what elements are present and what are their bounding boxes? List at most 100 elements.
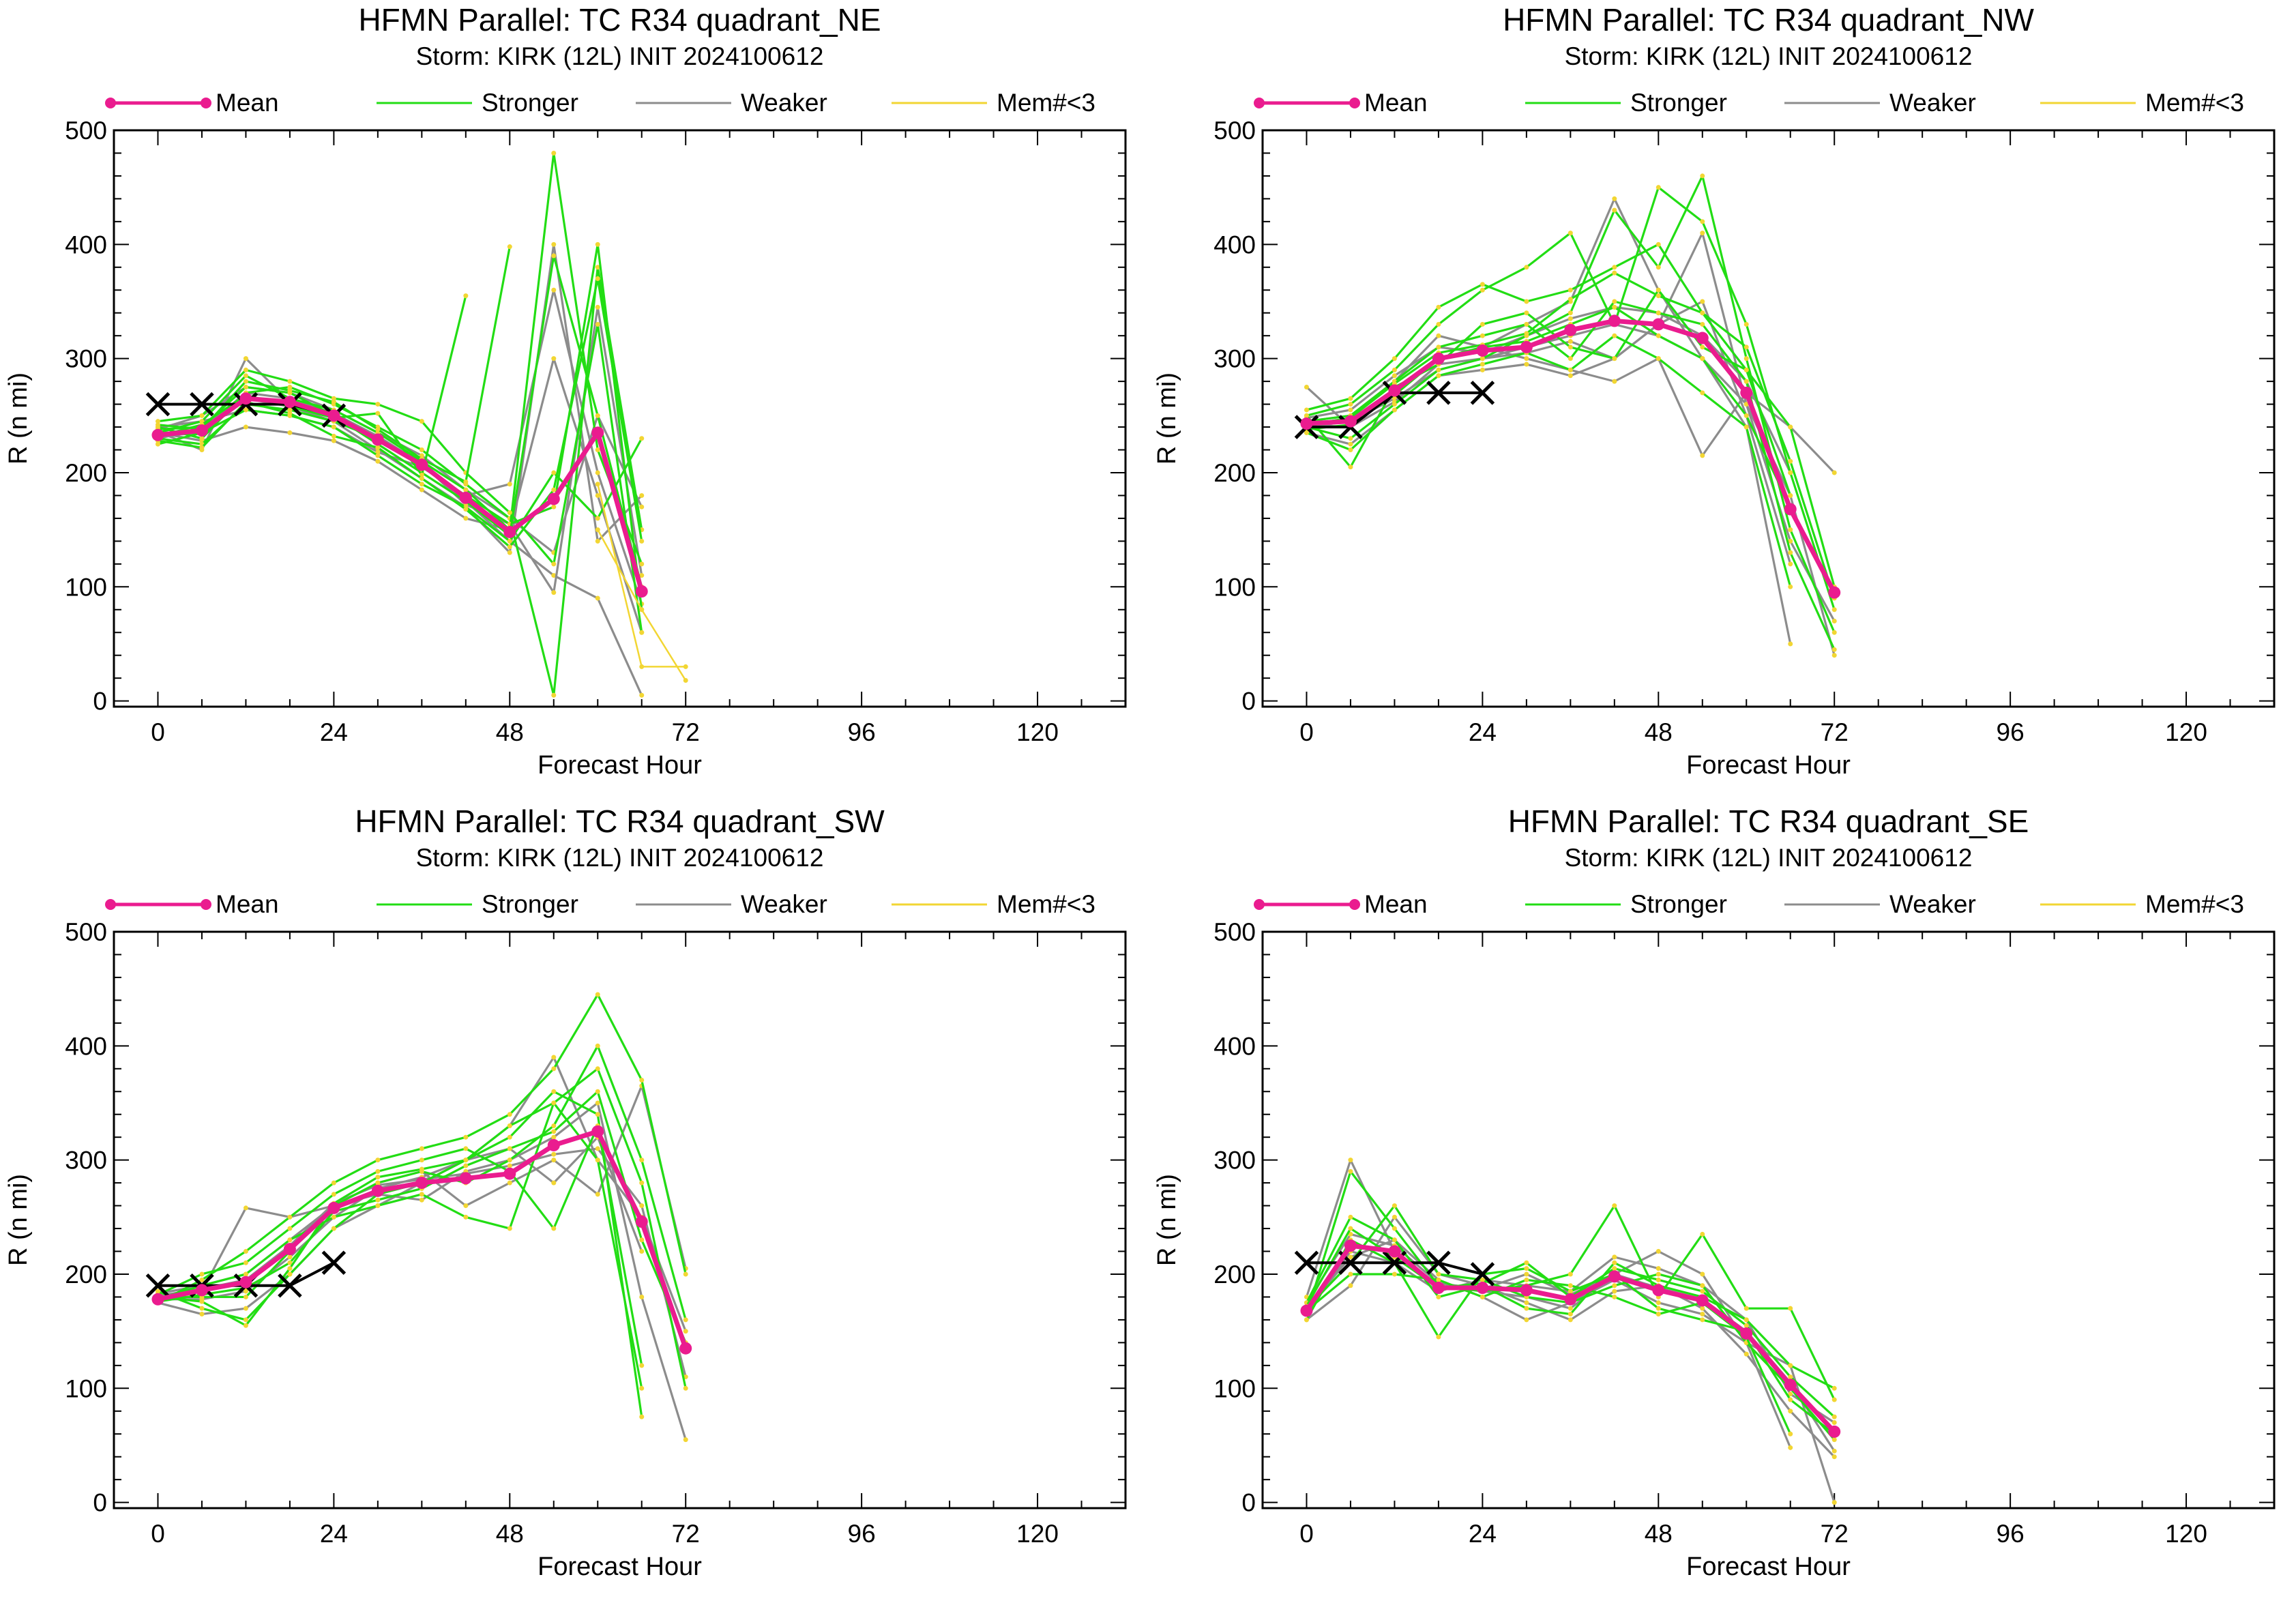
mean-point [1520,340,1533,353]
member-point [507,482,512,487]
member-point [595,1192,600,1197]
member-point [1524,331,1529,336]
y-axis-label: R (n mi) [1153,372,1181,465]
observed-marker [145,1273,171,1298]
member-point [1568,1306,1573,1311]
member-point [551,1066,557,1072]
member-point [287,430,293,435]
member-point [1392,402,1397,407]
member-point [507,1163,512,1168]
member-point [1743,413,1749,418]
member-point [463,516,469,521]
series-line-stronger [1306,271,1792,496]
member-point [1524,1271,1529,1277]
member-point [1788,492,1793,498]
member-point [1700,1231,1705,1237]
member-point [1831,647,1837,652]
y-tick-label: 400 [1213,231,1256,259]
member-point [1436,367,1441,372]
x-tick-label: 0 [151,718,165,746]
member-point [551,1089,557,1094]
member-point [551,487,557,492]
y-tick-label: 500 [1213,117,1256,145]
member-point [683,1385,688,1391]
mean-point [1344,1239,1357,1252]
mean-point [1300,1304,1313,1317]
member-point [683,1329,688,1334]
member-point [1524,1260,1529,1265]
y-tick-label: 200 [1213,459,1256,487]
member-point [1524,1317,1529,1323]
member-point [1480,1294,1485,1299]
member-point [463,487,469,492]
member-point [1568,231,1573,236]
member-point [1612,379,1617,384]
legend-label-mean: Mean [216,89,279,117]
x-tick-label: 48 [496,718,524,746]
member-point [1436,1294,1441,1299]
member-point [155,1289,160,1294]
mean-point [151,1293,164,1306]
mean-point [591,1125,604,1138]
member-point [331,1214,336,1220]
member-point [1612,1203,1617,1209]
mean-point [327,409,340,422]
member-point [1700,310,1705,316]
member-point [1831,607,1837,613]
series-line-weaker [158,357,643,633]
member-point [1788,538,1793,544]
member-point [595,265,600,270]
x-tick-label: 24 [1469,1520,1497,1548]
member-point [507,1226,512,1231]
member-point [243,424,248,430]
legend-marker-mean [201,98,211,108]
member-point [1655,1277,1661,1282]
member-point [419,1158,424,1163]
member-point [1348,1158,1353,1163]
legend-label-memlt3: Mem#<3 [2145,890,2244,918]
member-point [287,1237,293,1243]
member-point [1612,270,1617,276]
member-point [1348,447,1353,453]
member-point [1436,1271,1441,1277]
y-tick-label: 300 [1213,1147,1256,1175]
member-point [1655,1271,1661,1277]
member-point [1788,1306,1793,1311]
member-point [639,1385,645,1391]
member-point [463,1203,469,1209]
member-point [1392,1237,1397,1243]
member-point [1348,1271,1353,1277]
legend-label-mean: Mean [1364,89,1428,117]
member-point [1524,1266,1529,1271]
member-point [1700,356,1705,362]
plot-frame [113,129,1127,708]
plot-data [1294,1158,1841,1505]
member-point [1568,1317,1573,1323]
legend-marker-mean [201,899,211,910]
member-point [639,504,645,510]
x-tick-label: 72 [672,1520,700,1548]
chart-title: HFMN Parallel: TC R34 quadrant_SE [1508,804,2029,839]
member-point [639,1249,645,1254]
member-point [199,1277,205,1282]
series-line-weaker [158,1136,643,1301]
member-point [1655,1300,1661,1306]
member-point [551,1129,557,1134]
chart-subtitle: Storm: KIRK (12L) INIT 2024100612 [1565,844,1973,872]
series-line-stronger [158,246,511,483]
member-point [463,1214,469,1220]
y-tick-label: 0 [1241,688,1256,716]
member-point [1480,367,1485,372]
member-point [1392,356,1397,362]
member-point [595,447,600,453]
member-point [1568,297,1573,302]
mean-point [1828,1425,1841,1438]
member-point [551,356,557,362]
member-point [1700,1283,1705,1289]
legend-marker-mean [105,98,116,108]
member-point [243,1205,248,1211]
observed-marker [278,1273,302,1298]
member-point [1612,356,1617,362]
mean-point [635,585,648,598]
